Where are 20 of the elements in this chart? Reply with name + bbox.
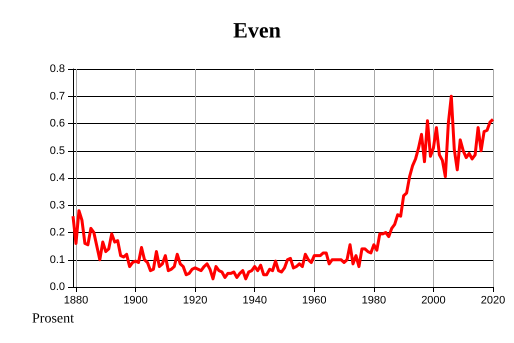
y-tick-label: 0.6: [50, 118, 65, 130]
y-tick-label: 0.4: [50, 172, 65, 184]
x-tick-label: 1980: [362, 294, 386, 306]
y-tick-label: 0.5: [50, 144, 65, 157]
x-tick-label: 1960: [302, 294, 327, 306]
x-tick-label: 1940: [242, 294, 267, 306]
y-axis-title: Prosent: [32, 312, 74, 326]
x-tick-label: 2020: [480, 294, 506, 306]
y-tick-label: 0.1: [50, 254, 65, 266]
chart-title: Even: [233, 18, 281, 42]
line-series: [72, 94, 494, 280]
y-tick-label: 0.8: [50, 63, 65, 75]
x-tick-label: 1880: [64, 294, 88, 306]
y-tick-label: 0.2: [50, 226, 65, 238]
y-tick-label: 0.7: [50, 90, 65, 102]
x-tick-label: 1900: [123, 294, 148, 306]
x-tick-label: 1920: [182, 294, 208, 306]
y-tick-label: 0.0: [50, 281, 65, 293]
x-tick-label: 2000: [421, 294, 446, 306]
y-tick-label: 0.3: [50, 199, 65, 212]
